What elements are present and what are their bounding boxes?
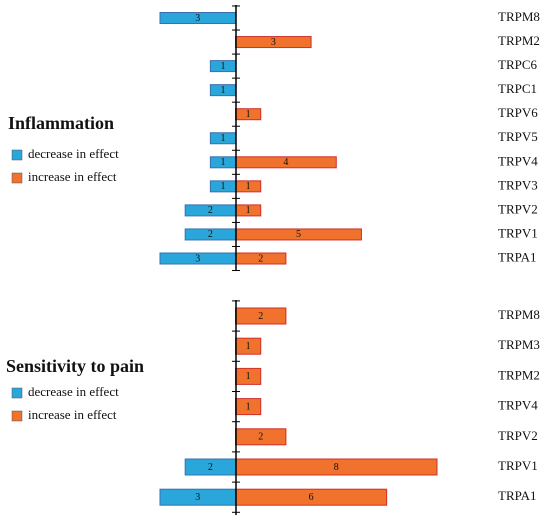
value-label: 5 bbox=[296, 229, 301, 240]
value-label: 1 bbox=[246, 181, 251, 192]
value-label: 2 bbox=[208, 229, 213, 240]
value-label: 2 bbox=[208, 462, 213, 473]
category-label: TRPV2 bbox=[498, 201, 538, 216]
value-label: 1 bbox=[246, 371, 251, 382]
value-label: 2 bbox=[258, 311, 263, 322]
value-label: 6 bbox=[309, 492, 314, 503]
category-label: TRPV4 bbox=[498, 153, 538, 168]
legend-label: decrease in effect bbox=[28, 384, 119, 399]
category-label: TRPM8 bbox=[498, 307, 540, 322]
category-label: TRPV1 bbox=[498, 225, 538, 240]
value-label: 1 bbox=[220, 157, 225, 168]
legend-label: decrease in effect bbox=[28, 146, 119, 161]
value-label: 2 bbox=[208, 205, 213, 216]
legend-label: increase in effect bbox=[28, 407, 117, 422]
category-label: TRPV4 bbox=[498, 398, 538, 413]
value-label: 3 bbox=[195, 13, 200, 24]
chart-title: Inflammation bbox=[8, 113, 114, 133]
legend-label: increase in effect bbox=[28, 169, 117, 184]
value-label: 1 bbox=[220, 85, 225, 96]
category-label: TRPC1 bbox=[498, 81, 537, 96]
value-label: 3 bbox=[271, 37, 276, 48]
value-label: 3 bbox=[195, 492, 200, 503]
legend-swatch bbox=[11, 172, 23, 184]
value-label: 1 bbox=[220, 181, 225, 192]
category-label: TRPM3 bbox=[498, 337, 540, 352]
category-label: TRPC6 bbox=[498, 57, 538, 72]
chart-title: Sensitivity to pain bbox=[6, 356, 144, 376]
legend-swatch bbox=[11, 387, 23, 399]
category-label: TRPA1 bbox=[498, 249, 537, 264]
category-label: TRPV1 bbox=[498, 458, 538, 473]
value-label: 1 bbox=[220, 61, 225, 72]
value-label: 3 bbox=[195, 253, 200, 264]
legend-swatch bbox=[11, 149, 23, 161]
value-label: 8 bbox=[334, 462, 339, 473]
value-label: 2 bbox=[258, 253, 263, 264]
category-label: TRPV6 bbox=[498, 105, 538, 120]
value-label: 1 bbox=[246, 109, 251, 120]
category-label: TRPM2 bbox=[498, 367, 540, 382]
value-label: 1 bbox=[220, 133, 225, 144]
value-label: 2 bbox=[258, 432, 263, 443]
value-label: 1 bbox=[246, 401, 251, 412]
category-label: TRPM8 bbox=[498, 9, 540, 24]
category-label: TRPA1 bbox=[498, 488, 537, 503]
legend-swatch bbox=[11, 410, 23, 422]
value-label: 1 bbox=[246, 205, 251, 216]
category-label: TRPV5 bbox=[498, 129, 538, 144]
category-label: TRPV3 bbox=[498, 177, 538, 192]
category-label: TRPM2 bbox=[498, 33, 540, 48]
value-label: 1 bbox=[246, 341, 251, 352]
category-label: TRPV2 bbox=[498, 428, 538, 443]
value-label: 4 bbox=[283, 157, 288, 168]
